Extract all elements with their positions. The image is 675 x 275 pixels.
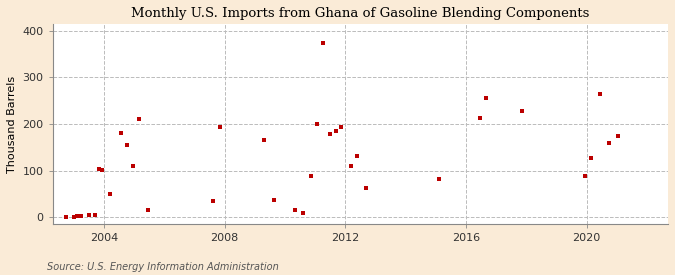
Point — [121, 143, 132, 147]
Point — [215, 125, 225, 130]
Point — [290, 208, 301, 213]
Point — [142, 208, 153, 213]
Point — [133, 117, 144, 122]
Point — [361, 186, 372, 190]
Point — [105, 192, 115, 196]
Point — [480, 96, 491, 101]
Point — [127, 164, 138, 168]
Point — [97, 168, 108, 172]
Point — [207, 199, 218, 203]
Point — [586, 155, 597, 160]
Point — [317, 40, 328, 45]
Point — [298, 210, 308, 215]
Point — [311, 122, 322, 126]
Point — [595, 92, 605, 96]
Text: Source: U.S. Energy Information Administration: Source: U.S. Energy Information Administ… — [47, 262, 279, 272]
Point — [84, 213, 95, 218]
Point — [474, 115, 485, 120]
Point — [90, 213, 101, 217]
Point — [335, 125, 346, 130]
Point — [68, 215, 79, 219]
Point — [331, 129, 342, 133]
Point — [613, 134, 624, 138]
Point — [580, 174, 591, 178]
Point — [325, 132, 335, 136]
Point — [352, 153, 362, 158]
Point — [61, 215, 72, 219]
Point — [76, 214, 86, 218]
Point — [72, 214, 82, 219]
Point — [115, 131, 126, 136]
Title: Monthly U.S. Imports from Ghana of Gasoline Blending Components: Monthly U.S. Imports from Ghana of Gasol… — [131, 7, 589, 20]
Point — [516, 109, 527, 113]
Point — [433, 176, 444, 181]
Point — [305, 174, 316, 178]
Point — [604, 141, 615, 145]
Y-axis label: Thousand Barrels: Thousand Barrels — [7, 76, 17, 173]
Point — [269, 197, 279, 202]
Point — [346, 164, 356, 168]
Point — [259, 138, 269, 143]
Point — [93, 167, 104, 171]
